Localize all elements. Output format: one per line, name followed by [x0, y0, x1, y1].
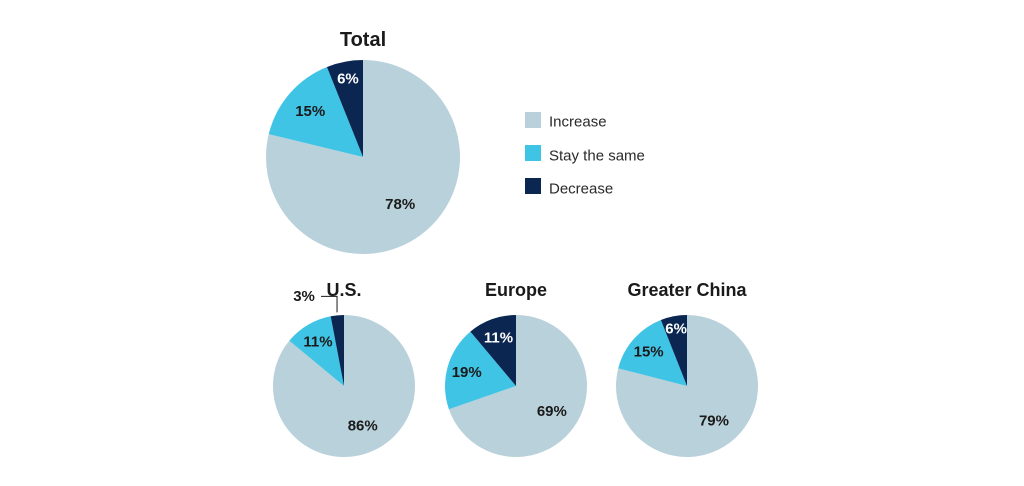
leader-line-us-decrease: [321, 295, 338, 313]
legend-label-decrease: Decrease: [549, 181, 613, 198]
data-label-us-increase: 86%: [348, 417, 378, 434]
legend-label-increase: Increase: [549, 114, 607, 131]
data-label-europe-stay-the-same: 19%: [452, 364, 482, 381]
legend-swatch-increase: [525, 112, 541, 128]
data-label-greater-china-increase: 79%: [699, 412, 729, 429]
legend-label-stay-the-same: Stay the same: [549, 148, 645, 165]
pie-slice-greater-china-stay-the-same: [618, 319, 687, 386]
data-label-total-decrease: 6%: [337, 70, 359, 87]
chart-title-total: Total: [340, 29, 386, 51]
legend-swatch-decrease: [525, 178, 541, 194]
pie-slice-us-stay-the-same: [289, 316, 344, 386]
pie-slice-europe-increase: [448, 315, 587, 457]
pie-slice-europe-decrease: [470, 315, 516, 386]
data-label-greater-china-decrease: 6%: [665, 320, 687, 337]
data-label-us-decrease: 3%: [293, 288, 315, 305]
data-label-total-increase: 78%: [385, 196, 415, 213]
data-label-europe-increase: 69%: [537, 403, 567, 420]
pie-group: 78%15%6%86%11%3%69%19%11%79%15%6%: [266, 60, 758, 457]
data-label-greater-china-stay-the-same: 15%: [634, 344, 664, 361]
pie-slice-total-decrease: [326, 60, 363, 157]
data-label-europe-decrease: 11%: [484, 329, 513, 346]
chart-title-greater-china: Greater China: [627, 280, 747, 300]
pie-slice-greater-china-decrease: [660, 315, 687, 386]
pie-slice-europe-stay-the-same: [444, 331, 516, 410]
pie-slice-total-increase: [266, 60, 460, 255]
chart-title-europe: Europe: [485, 280, 547, 300]
legend-swatch-stay-the-same: [525, 145, 541, 161]
pie-slice-total-stay-the-same: [268, 66, 363, 157]
pie-slice-greater-china-increase: [615, 315, 758, 457]
data-label-us-stay-the-same: 11%: [303, 333, 332, 350]
data-label-total-stay-the-same: 15%: [295, 103, 325, 120]
pie-slice-us-decrease: [330, 315, 344, 386]
chart-title-us: U.S.: [326, 280, 361, 300]
legend: Increase Stay the same Decrease: [525, 112, 645, 198]
